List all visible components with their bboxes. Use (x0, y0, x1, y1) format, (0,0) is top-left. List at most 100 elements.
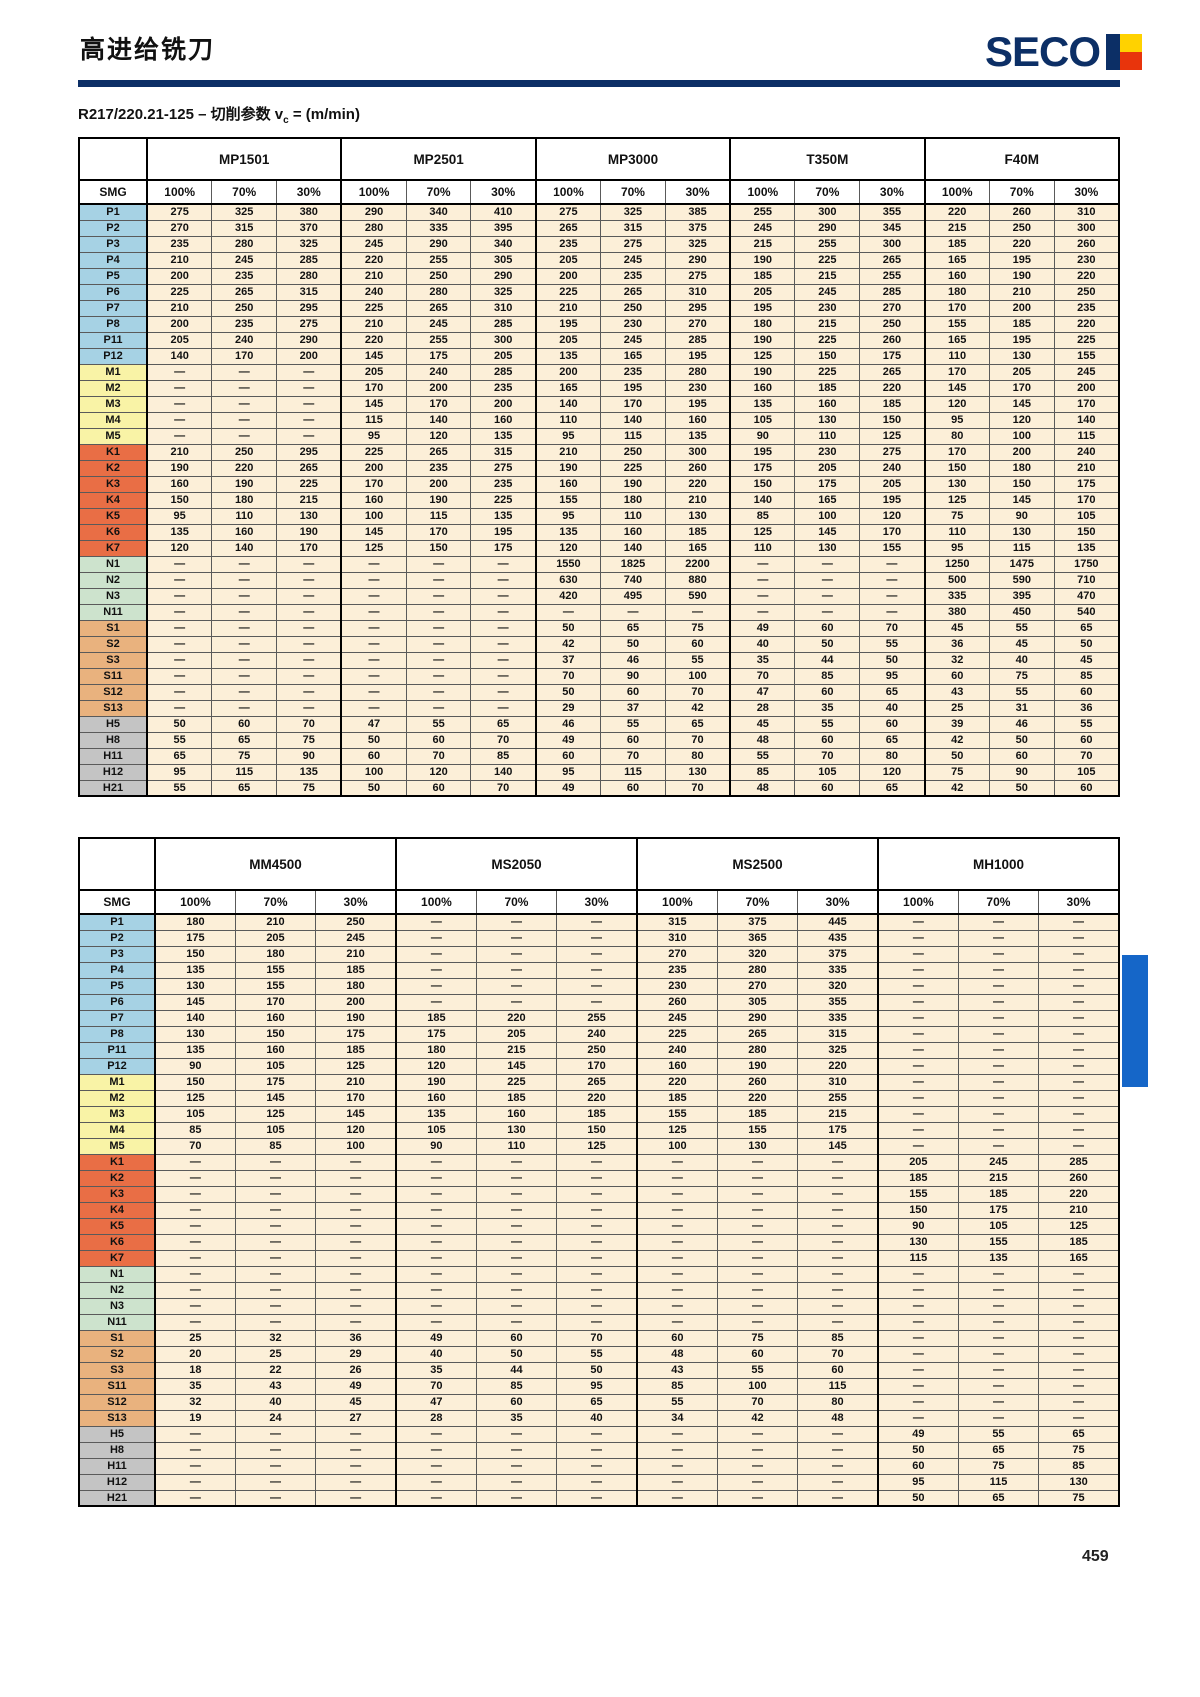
value-cell: 275 (470, 459, 537, 477)
value-cell: 145 (794, 523, 861, 541)
value-cell: 32 (153, 1393, 236, 1411)
smg-label: P1 (78, 203, 148, 221)
smg-label: P12 (78, 347, 148, 365)
table-row: P5 130 155 180— — —230 270 320— — — (78, 977, 1120, 995)
value-cell: 255 (556, 1009, 638, 1027)
value-cell: 28 (394, 1409, 477, 1427)
value-cell: 155 (716, 1121, 799, 1139)
value-cell: 160 (794, 395, 861, 413)
value-cell: — (957, 1313, 1040, 1331)
value-cell: 170 (340, 475, 407, 493)
value-cell: 135 (1053, 539, 1120, 557)
value-cell: 245 (794, 283, 861, 301)
value-cell: 130 (153, 977, 236, 995)
value-cell: 175 (234, 1073, 317, 1091)
value-cell: 355 (859, 203, 926, 221)
value-cell: 205 (534, 331, 602, 349)
smg-label: P4 (78, 251, 148, 269)
cutting-speed-table-1: MP1501 MP2501 MP3000 T350M F40M SMG 100% 70% 30%… (78, 137, 1120, 797)
value-cell: — (635, 1201, 718, 1219)
table-row: H12— — — — — — — — —95 115 130 (78, 1473, 1120, 1491)
value-cell: 47 (729, 683, 796, 701)
value-cell: 43 (635, 1361, 718, 1379)
value-cell: — (1038, 1137, 1120, 1155)
value-cell: — (470, 571, 537, 589)
value-cell: 200 (405, 379, 472, 397)
value-cell: 325 (470, 283, 537, 301)
value-cell: — (957, 1329, 1040, 1347)
table-row: P2 175 205 245— — —310 365 435— — — (78, 929, 1120, 947)
value-cell: 150 (729, 475, 796, 493)
value-cell: — (1038, 961, 1120, 979)
value-cell: — (1038, 1409, 1120, 1427)
smg-label: M5 (78, 1137, 156, 1155)
value-cell: — (475, 913, 558, 931)
table-row: P7 210 250 295 225 265 310 210 250 295 195 230 270 17… (78, 299, 1120, 317)
value-cell: 120 (405, 427, 472, 445)
value-cell: — (876, 945, 959, 963)
table-row: N11— — — — — — — — — — — — (78, 1313, 1120, 1331)
value-cell: 65 (957, 1441, 1040, 1459)
value-cell: 50 (923, 747, 990, 765)
value-cell: — (556, 1169, 638, 1187)
value-cell: 60 (664, 635, 731, 653)
value-cell: 34 (635, 1409, 718, 1427)
value-cell: — (876, 977, 959, 995)
percent-header-row: SMG 100% 70% 30% 100% 70% 30% 100% 70% 30% 100% 70%… (78, 179, 1120, 205)
value-cell: 65 (859, 731, 926, 749)
grade-name: MH1000 (876, 837, 1120, 891)
table-row: P4 210 245 285 220 255 305 205 245 290 190 225 265 16… (78, 251, 1120, 269)
value-cell: 110 (923, 347, 990, 365)
value-cell: — (876, 961, 959, 979)
smg-label: P6 (78, 283, 148, 301)
value-cell: 110 (534, 411, 602, 429)
value-cell: 185 (729, 267, 796, 285)
value-cell: 130 (475, 1121, 558, 1139)
value-cell: 35 (394, 1361, 477, 1379)
value-cell: 70 (797, 1345, 879, 1363)
grade-name: F40M (923, 137, 1120, 181)
value-cell: 185 (475, 1089, 558, 1107)
percent-header: 30% (1038, 889, 1120, 915)
smg-label: N2 (78, 571, 148, 589)
value-cell: 250 (405, 267, 472, 285)
value-cell: — (146, 571, 213, 589)
value-cell: — (234, 1473, 317, 1491)
value-cell: 305 (716, 993, 799, 1011)
value-cell: — (276, 683, 342, 701)
value-cell: — (716, 1473, 799, 1491)
smg-label: S11 (78, 667, 148, 685)
value-cell: 18 (153, 1361, 236, 1379)
value-cell: 275 (534, 203, 602, 221)
value-cell: 210 (146, 251, 213, 269)
value-cell: 80 (859, 747, 926, 765)
value-cell: — (957, 1265, 1040, 1283)
value-cell: 70 (276, 715, 342, 733)
percent-header: 30% (859, 179, 926, 205)
value-cell: 120 (394, 1057, 477, 1075)
value-cell: 225 (146, 283, 213, 301)
value-cell: — (394, 1233, 477, 1251)
value-cell: 120 (315, 1121, 397, 1139)
value-cell: 185 (794, 379, 861, 397)
value-cell: — (394, 1313, 477, 1331)
value-cell: 65 (859, 683, 926, 701)
value-cell: — (315, 1281, 397, 1299)
value-cell: — (716, 1281, 799, 1299)
value-cell: 40 (988, 651, 1055, 669)
value-cell: 60 (534, 747, 602, 765)
value-cell: — (556, 1489, 638, 1507)
value-cell: — (716, 1233, 799, 1251)
percent-header: 30% (276, 179, 342, 205)
value-cell: 375 (664, 219, 731, 237)
value-cell: 35 (475, 1409, 558, 1427)
value-cell: 170 (234, 993, 317, 1011)
value-cell: 335 (797, 961, 879, 979)
value-cell: — (556, 913, 638, 931)
smg-header: SMG (78, 179, 148, 205)
value-cell: — (957, 945, 1040, 963)
table-row: H11— — — — — — — — —60 75 85 (78, 1457, 1120, 1475)
value-cell: 75 (923, 507, 990, 525)
value-cell: 60 (1053, 683, 1120, 701)
table-row: S3 18 22 26 35 44 50 43 55 60— — — (78, 1361, 1120, 1379)
